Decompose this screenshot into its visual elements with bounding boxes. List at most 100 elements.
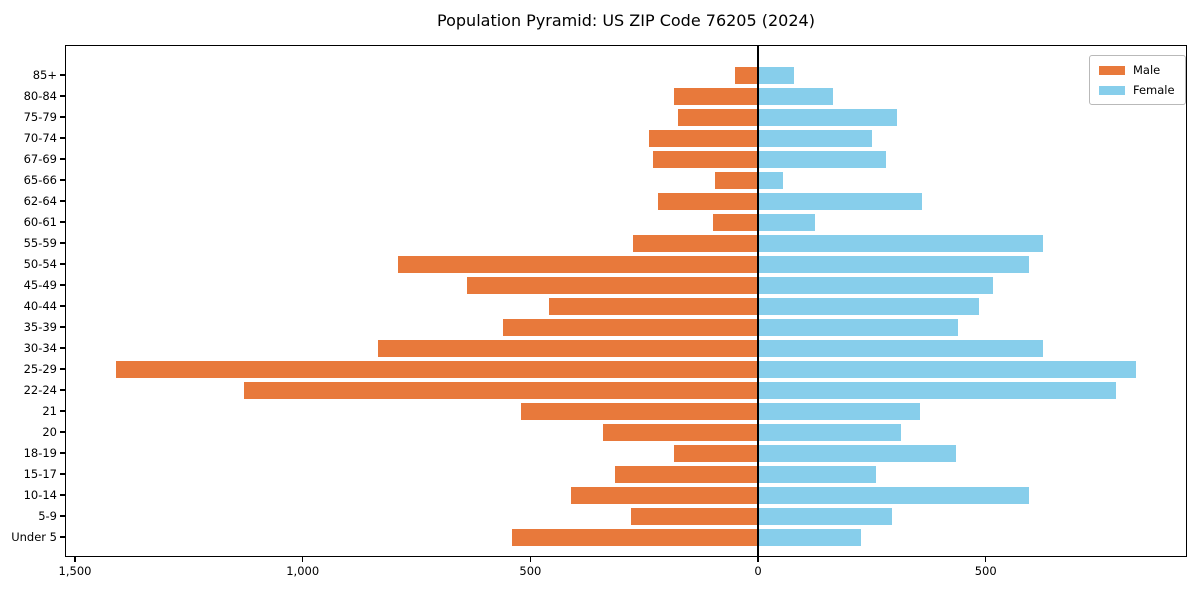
x-tick-label-1,000: 1,000 — [286, 564, 320, 578]
bar-female-45-49 — [758, 276, 993, 294]
x-tick-label-500: 500 — [974, 564, 997, 578]
legend-label-male: Male — [1133, 63, 1161, 77]
y-tick-mark — [60, 389, 65, 391]
y-tick-mark — [60, 200, 65, 202]
bar-male-Under 5 — [512, 528, 759, 546]
bar-female-Under 5 — [758, 528, 861, 546]
legend-entry-female: Female — [1099, 83, 1175, 97]
bar-female-80-84 — [758, 87, 834, 105]
bar-female-10-14 — [758, 486, 1029, 504]
y-tick-label-85+: 85+ — [32, 68, 57, 82]
bar-female-20 — [758, 423, 902, 441]
bar-male-70-74 — [648, 129, 759, 147]
y-tick-mark — [60, 515, 65, 517]
y-tick-label-35-39: 35-39 — [23, 320, 57, 334]
y-tick-mark — [60, 431, 65, 433]
bar-female-22-24 — [758, 381, 1116, 399]
bar-female-60-61 — [758, 213, 815, 231]
male-color-swatch-icon — [1099, 65, 1125, 75]
bar-female-50-54 — [758, 255, 1029, 273]
y-tick-label-30-34: 30-34 — [23, 341, 57, 355]
bar-male-75-79 — [678, 108, 759, 126]
x-tick-mark — [301, 557, 304, 562]
y-tick-label-50-54: 50-54 — [23, 257, 57, 271]
y-tick-label-62-64: 62-64 — [23, 194, 57, 208]
y-tick-mark — [60, 263, 65, 265]
zero-axis-line — [757, 45, 760, 557]
y-tick-mark — [60, 326, 65, 328]
y-tick-mark — [60, 221, 65, 223]
y-tick-label-67-69: 67-69 — [23, 152, 57, 166]
x-tick-mark — [74, 557, 76, 562]
y-tick-label-15-17: 15-17 — [23, 467, 57, 481]
bar-female-85+ — [758, 66, 795, 84]
bar-male-21 — [521, 402, 759, 420]
bar-female-62-64 — [758, 192, 922, 210]
y-tick-label-45-49: 45-49 — [23, 278, 57, 292]
y-tick-mark — [60, 137, 65, 139]
female-color-swatch-icon — [1099, 85, 1125, 95]
bar-female-67-69 — [758, 150, 886, 168]
y-tick-mark — [60, 410, 65, 412]
y-tick-mark — [60, 284, 65, 286]
bar-male-50-54 — [398, 255, 759, 273]
y-tick-label-60-61: 60-61 — [23, 215, 57, 229]
bar-male-18-19 — [673, 444, 759, 462]
y-tick-label-20: 20 — [42, 425, 57, 439]
y-tick-mark — [60, 347, 65, 349]
y-tick-label-10-14: 10-14 — [23, 488, 57, 502]
bar-male-80-84 — [673, 87, 759, 105]
bar-male-22-24 — [243, 381, 759, 399]
y-tick-label-70-74: 70-74 — [23, 131, 57, 145]
bar-female-40-44 — [758, 297, 979, 315]
x-tick-label-1,500: 1,500 — [58, 564, 92, 578]
bar-male-65-66 — [714, 171, 759, 189]
y-tick-label-18-19: 18-19 — [23, 446, 57, 460]
y-tick-mark — [60, 242, 65, 244]
bar-male-40-44 — [548, 297, 759, 315]
bar-male-67-69 — [653, 150, 759, 168]
y-tick-mark — [60, 368, 65, 370]
y-tick-mark — [60, 74, 65, 76]
y-tick-label-40-44: 40-44 — [23, 299, 57, 313]
y-tick-mark — [60, 494, 65, 496]
bar-male-15-17 — [614, 465, 759, 483]
bar-female-18-19 — [758, 444, 957, 462]
plot-area: Male Female — [65, 45, 1187, 557]
bar-female-30-34 — [758, 339, 1043, 357]
bar-female-75-79 — [758, 108, 897, 126]
bar-male-25-29 — [116, 360, 759, 378]
bar-male-5-9 — [630, 507, 759, 525]
bar-male-55-59 — [632, 234, 759, 252]
bar-male-62-64 — [657, 192, 759, 210]
y-tick-label-5-9: 5-9 — [38, 509, 57, 523]
x-tick-mark — [529, 557, 532, 562]
y-tick-label-65-66: 65-66 — [23, 173, 57, 187]
bar-male-20 — [603, 423, 759, 441]
bar-female-70-74 — [758, 129, 872, 147]
bar-male-10-14 — [571, 486, 759, 504]
bar-male-30-34 — [377, 339, 759, 357]
y-tick-label-55-59: 55-59 — [23, 236, 57, 250]
y-tick-label-22-24: 22-24 — [23, 383, 57, 397]
y-tick-mark — [60, 179, 65, 181]
y-tick-label-25-29: 25-29 — [23, 362, 57, 376]
bar-male-85+ — [735, 66, 759, 84]
y-tick-mark — [60, 305, 65, 307]
y-tick-mark — [60, 452, 65, 454]
x-tick-mark — [757, 557, 759, 562]
bar-male-45-49 — [466, 276, 759, 294]
y-tick-mark — [60, 158, 65, 160]
bar-male-60-61 — [712, 213, 759, 231]
bar-female-35-39 — [758, 318, 959, 336]
legend: Male Female — [1089, 55, 1186, 105]
bar-female-55-59 — [758, 234, 1043, 252]
y-tick-mark — [60, 473, 65, 475]
bar-female-21 — [758, 402, 920, 420]
bar-female-25-29 — [758, 360, 1136, 378]
y-tick-label-75-79: 75-79 — [23, 110, 57, 124]
legend-label-female: Female — [1133, 83, 1175, 97]
y-tick-label-21: 21 — [42, 404, 57, 418]
x-tick-label-500: 500 — [519, 564, 542, 578]
